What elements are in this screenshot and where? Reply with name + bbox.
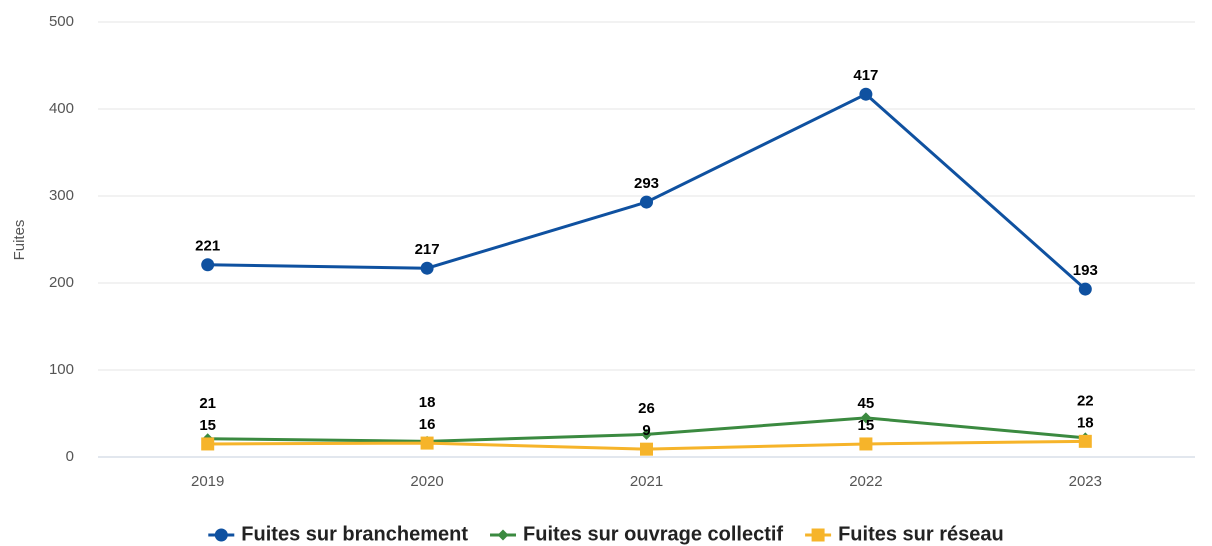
data-label: 193: [1073, 262, 1098, 279]
data-label: 221: [195, 238, 220, 255]
data-label: 21: [199, 395, 216, 412]
legend-item: Fuites sur réseau: [805, 523, 1004, 545]
data-point: [859, 87, 873, 101]
data-label: 417: [853, 67, 878, 84]
legend-marker: [214, 528, 228, 542]
data-point: [860, 412, 872, 424]
data-point: [640, 442, 653, 456]
data-point: [641, 428, 652, 440]
legend-marker: [497, 529, 509, 541]
legend-item: Fuites sur ouvrage collectif: [490, 523, 783, 545]
data-label: 45: [858, 395, 875, 412]
data-label: 9: [642, 422, 650, 439]
legend-label: Fuites sur ouvrage collectif: [523, 523, 783, 545]
legend: Fuites sur branchement Fuites sur ouvrage…: [208, 523, 1004, 545]
data-point: [859, 437, 873, 451]
data-label: 26: [638, 400, 655, 417]
y-tick-label: 200: [49, 274, 74, 291]
data-label: 15: [858, 417, 875, 434]
data-point: [1078, 282, 1092, 296]
data-label: 293: [634, 175, 659, 192]
data-point: [640, 195, 653, 209]
data-label: 22: [1077, 392, 1094, 409]
data-label: 18: [419, 394, 436, 411]
data-point: [201, 437, 215, 451]
y-tick-label: 100: [49, 361, 74, 378]
legend-item: Fuites sur branchement: [208, 523, 468, 545]
data-label: 18: [1077, 414, 1094, 431]
data-point: [1078, 434, 1092, 448]
x-tick-label: 2023: [1069, 473, 1102, 490]
y-tick-label: 300: [49, 187, 74, 204]
y-tick-label: 0: [66, 448, 74, 465]
data-point: [420, 436, 434, 450]
data-point: [420, 261, 434, 275]
data-label: 217: [415, 241, 440, 258]
x-tick-label: 2019: [191, 473, 224, 490]
legend-marker: [811, 528, 825, 542]
legend-label: Fuites sur réseau: [838, 523, 1004, 545]
y-tick-label: 400: [49, 100, 74, 117]
y-axis-label: Fuites: [11, 220, 28, 261]
y-tick-label: 500: [49, 13, 74, 30]
data-point: [201, 258, 215, 272]
legend-label: Fuites sur branchement: [241, 523, 468, 545]
data-label: 16: [419, 416, 436, 433]
data-label: 15: [199, 417, 216, 434]
x-tick-label: 2021: [630, 473, 663, 490]
x-tick-label: 2020: [410, 473, 443, 490]
x-tick-label: 2022: [849, 473, 882, 490]
